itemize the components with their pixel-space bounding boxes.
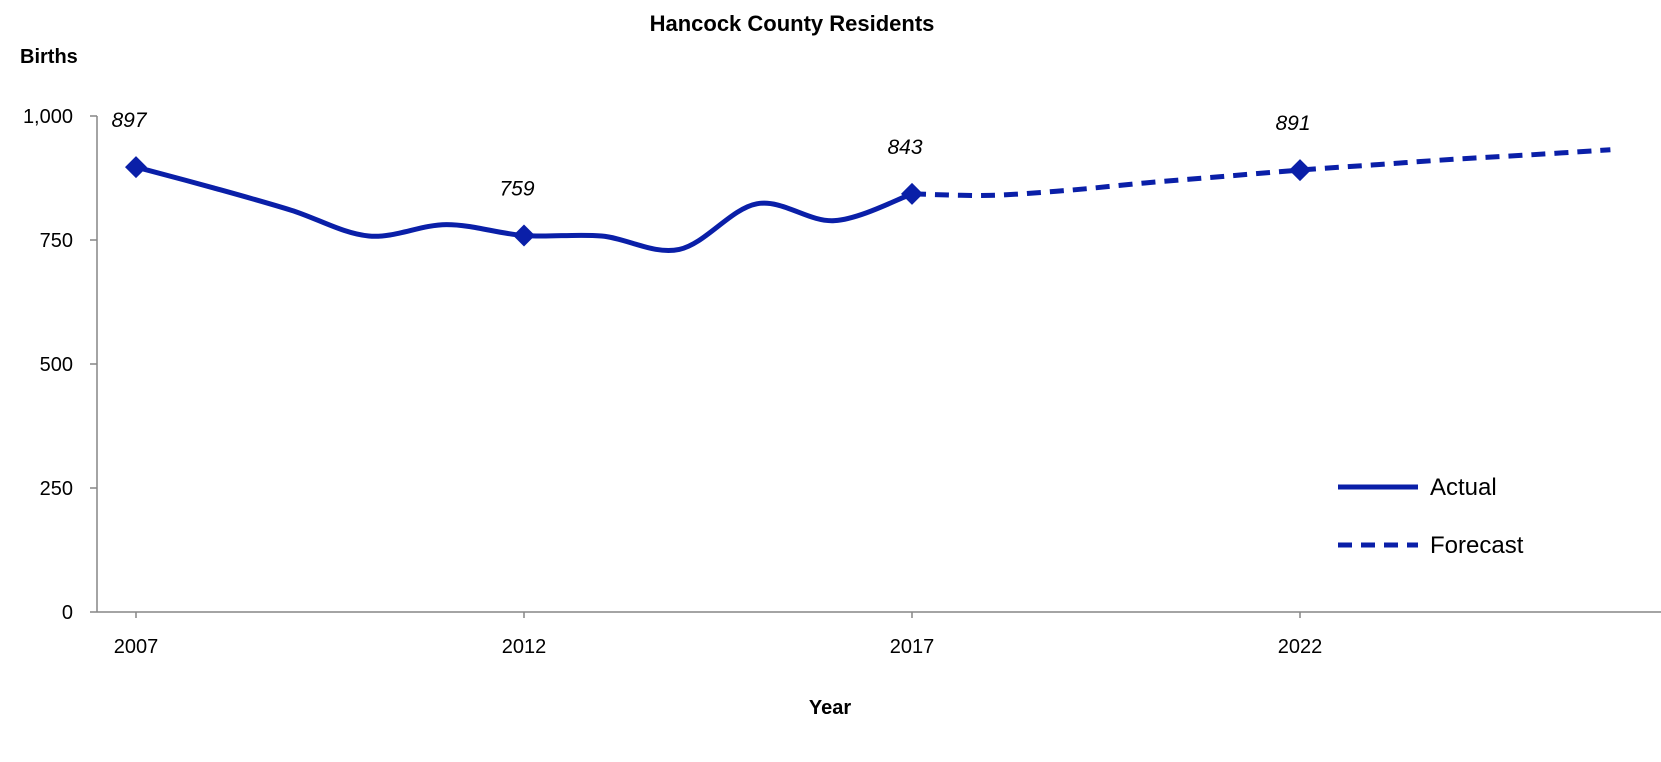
y-tick-label: 250 xyxy=(40,478,73,500)
data-marker xyxy=(125,156,147,179)
y-axis-ticks: 0 250 500 750 1,000 xyxy=(23,106,97,624)
y-axis-title: Births xyxy=(20,46,78,68)
data-label: 897 xyxy=(111,109,147,132)
x-axis-title: Year xyxy=(809,697,851,719)
data-label: 759 xyxy=(499,178,534,201)
y-tick-label: 750 xyxy=(40,230,73,252)
legend: Actual Forecast xyxy=(1338,474,1524,559)
y-tick-label: 500 xyxy=(40,354,73,376)
data-labels: 897 759 843 891 xyxy=(111,109,1310,200)
chart-title: Hancock County Residents xyxy=(650,11,935,36)
data-marker xyxy=(513,224,535,247)
x-tick-label: 2022 xyxy=(1278,636,1323,658)
series-lines xyxy=(135,147,1611,253)
data-label: 891 xyxy=(1275,112,1310,135)
data-label: 843 xyxy=(887,136,922,159)
axes xyxy=(96,116,1661,613)
x-axis-ticks: 2007 2012 2017 2022 xyxy=(114,612,1323,658)
legend-label-actual: Actual xyxy=(1430,474,1497,501)
data-marker xyxy=(901,182,923,205)
data-markers xyxy=(125,156,1311,247)
x-tick-label: 2012 xyxy=(502,636,547,658)
x-tick-label: 2007 xyxy=(114,636,159,658)
data-marker xyxy=(1289,159,1311,182)
legend-label-forecast: Forecast xyxy=(1430,532,1524,559)
y-tick-label: 1,000 xyxy=(23,106,73,128)
x-tick-label: 2017 xyxy=(890,636,935,658)
y-tick-label: 0 xyxy=(62,602,73,624)
series-line-forecast xyxy=(911,147,1611,198)
